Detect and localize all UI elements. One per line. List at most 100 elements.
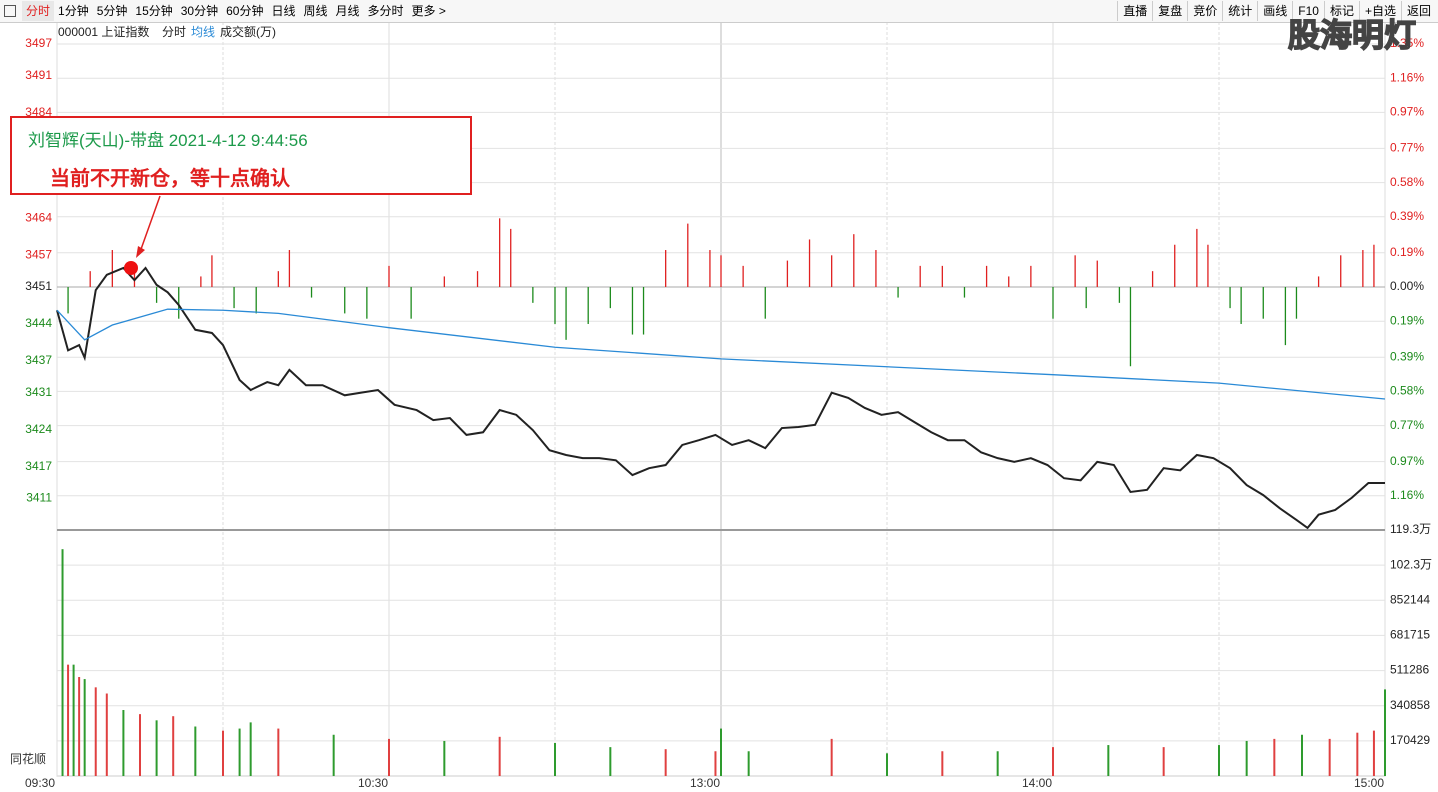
volume-bar bbox=[996, 751, 999, 776]
volume-bar bbox=[609, 747, 612, 776]
period-tab[interactable]: 周线 bbox=[303, 4, 328, 18]
y-tick-label: 3424 bbox=[25, 422, 52, 436]
chart-title: 000001 上证指数 bbox=[58, 24, 149, 39]
y-tick-label: 3484 bbox=[25, 105, 52, 119]
footer-brand: 同花顺 bbox=[10, 751, 46, 766]
volume-tick-label: 340858 bbox=[1390, 698, 1430, 712]
series-line bbox=[56, 266, 1385, 530]
volume-bar bbox=[1384, 689, 1386, 776]
volume-bar bbox=[139, 714, 141, 776]
y-tick-label: 3457 bbox=[25, 247, 52, 261]
period-tab[interactable]: 更多 > bbox=[411, 4, 446, 18]
volume-bar bbox=[277, 728, 280, 776]
volume-bar bbox=[105, 693, 108, 776]
volume-bar bbox=[1218, 745, 1220, 776]
volume-bar bbox=[78, 677, 81, 776]
tool-button[interactable]: 标记 bbox=[1323, 1, 1359, 21]
legend-item: 均线 bbox=[191, 25, 215, 39]
x-tick-label: 15:00 bbox=[1354, 776, 1384, 790]
period-tab[interactable]: 月线 bbox=[335, 4, 360, 18]
volume-bar bbox=[886, 753, 888, 776]
annotation-author: 刘智辉(天山)-带盘 2021-4-12 9:44:56 bbox=[28, 131, 308, 150]
period-tabs: 分时 1分钟 5分钟 15分钟 30分钟 60分钟 日线 周线 月线 多分时 更多 > bbox=[22, 0, 450, 22]
volume-bar bbox=[1328, 738, 1331, 776]
period-tab[interactable]: 多分时 bbox=[367, 4, 404, 18]
y-tick-label: 3431 bbox=[25, 385, 52, 399]
legend-item: 分时 bbox=[162, 25, 186, 39]
annotation-text: 当前不开新仓，等十点确认 bbox=[50, 168, 290, 190]
tool-buttons: 直播 复盘 竞价 统计 画线 F10 标记 +自选 返回 bbox=[1117, 0, 1436, 22]
y-tick-label: 3437 bbox=[25, 353, 52, 367]
watermark: 股海明灯 bbox=[1287, 16, 1417, 54]
volume-bar bbox=[1107, 745, 1110, 776]
arrow-head bbox=[136, 246, 145, 258]
volume-bar bbox=[249, 722, 252, 776]
highlight-dot bbox=[124, 261, 138, 275]
x-tick-label: 10:30 bbox=[358, 776, 388, 790]
tool-button[interactable]: 画线 bbox=[1257, 1, 1292, 21]
y2-tick-label: 0.00% bbox=[1390, 279, 1424, 293]
volume-bar bbox=[238, 728, 241, 776]
y-tick-label: 3497 bbox=[25, 36, 52, 50]
annotation-box: 刘智辉(天山)-带盘 2021-4-12 9:44:56 当前不开新仓，等十点确… bbox=[10, 116, 472, 195]
volume-tick-label: 681715 bbox=[1390, 628, 1430, 642]
y2-tick-label: 0.97% bbox=[1390, 454, 1424, 468]
tool-button[interactable]: 竞价 bbox=[1187, 1, 1222, 21]
period-tab[interactable]: 15分钟 bbox=[135, 4, 173, 18]
series-line bbox=[56, 308, 1386, 400]
volume-tick-label: 119.3万 bbox=[1390, 522, 1431, 536]
volume-bar bbox=[1301, 734, 1303, 776]
y-tick-label: 3464 bbox=[25, 210, 52, 224]
volume-bar bbox=[714, 751, 717, 776]
tool-button[interactable]: 统计 bbox=[1222, 1, 1257, 21]
period-tab[interactable]: 分时 bbox=[22, 1, 55, 21]
x-tick-label: 14:00 bbox=[1022, 776, 1052, 790]
x-tick-label: 13:00 bbox=[690, 776, 720, 790]
toolbar: 分时 1分钟 5分钟 15分钟 30分钟 60分钟 日线 周线 月线 多分时 更多 > 直播 复盘 竞价… bbox=[0, 0, 1438, 23]
volume-bar bbox=[72, 664, 75, 776]
volume-bar bbox=[67, 664, 70, 776]
volume-bar bbox=[1245, 740, 1248, 776]
period-tab[interactable]: 1分钟 bbox=[58, 4, 89, 18]
y2-tick-label: 0.97% bbox=[1390, 105, 1424, 119]
volume-tick-label: 170429 bbox=[1390, 733, 1430, 747]
y2-tick-label: 0.77% bbox=[1390, 418, 1424, 432]
tool-button[interactable]: 复盘 bbox=[1152, 1, 1187, 21]
tool-button[interactable]: 直播 bbox=[1117, 1, 1152, 21]
volume-bar bbox=[443, 740, 446, 776]
tool-button[interactable]: 返回 bbox=[1400, 1, 1436, 21]
menu-icon[interactable] bbox=[4, 5, 16, 17]
volume-bar bbox=[1273, 738, 1276, 776]
volume-bar bbox=[222, 730, 224, 776]
x-tick-label: 09:30 bbox=[25, 776, 55, 790]
annotation-arrow bbox=[139, 195, 161, 253]
y-tick-label: 3491 bbox=[25, 68, 52, 82]
y-tick-label: 3444 bbox=[25, 316, 52, 330]
y2-tick-label: 0.19% bbox=[1390, 245, 1424, 259]
y-tick-label: 3411 bbox=[26, 490, 52, 504]
volume-bar bbox=[122, 710, 125, 776]
y-tick-label: 3417 bbox=[25, 459, 52, 473]
volume-bar bbox=[664, 749, 667, 776]
volume-bar bbox=[747, 751, 750, 776]
y2-tick-label: 1.16% bbox=[1390, 70, 1424, 84]
volume-bar bbox=[172, 716, 175, 776]
y2-tick-label: 1.16% bbox=[1390, 488, 1424, 502]
tool-button[interactable]: +自选 bbox=[1358, 1, 1401, 21]
period-tab[interactable]: 60分钟 bbox=[226, 4, 264, 18]
legend-item: 成交额(万) bbox=[220, 24, 276, 39]
y2-tick-label: 0.77% bbox=[1390, 141, 1424, 155]
tool-button[interactable]: F10 bbox=[1292, 1, 1324, 21]
volume-bar bbox=[194, 726, 197, 776]
volume-tick-label: 102.3万 bbox=[1390, 557, 1432, 571]
volume-bar bbox=[83, 679, 86, 776]
volume-tick-label: 852144 bbox=[1390, 592, 1430, 606]
y-tick-label: 3451 bbox=[25, 279, 52, 293]
volume-bar bbox=[1052, 747, 1054, 776]
y2-tick-label: 0.39% bbox=[1390, 349, 1424, 363]
volume-bar bbox=[498, 736, 501, 776]
period-tab[interactable]: 5分钟 bbox=[96, 4, 128, 18]
period-tab[interactable]: 30分钟 bbox=[180, 4, 219, 18]
period-tab[interactable]: 日线 bbox=[271, 4, 296, 18]
